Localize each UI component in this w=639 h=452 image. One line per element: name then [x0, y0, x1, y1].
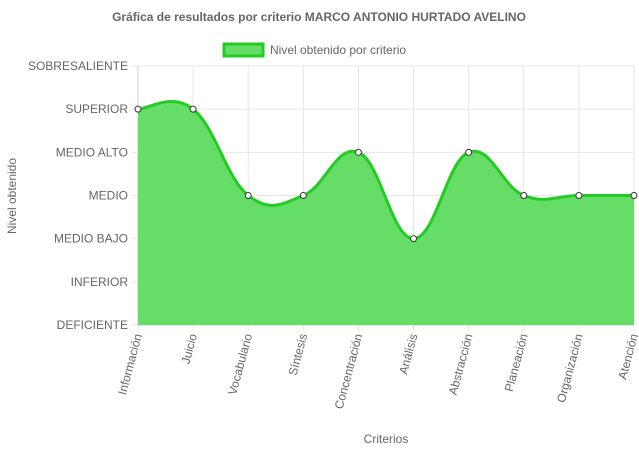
- series-area: [138, 101, 634, 326]
- x-tick-label: Síntesis: [286, 332, 311, 377]
- x-tick-label: Atención: [615, 332, 639, 381]
- x-tick-label: Planeación: [502, 332, 531, 393]
- data-point-1[interactable]: [189, 105, 197, 113]
- x-tick-label: Concentración: [332, 332, 366, 410]
- data-point-2[interactable]: [244, 192, 252, 199]
- x-tick-label: Organización: [554, 332, 586, 404]
- data-point-5[interactable]: [410, 235, 418, 243]
- y-tick-label: DEFICIENTE: [57, 318, 128, 332]
- x-tick-labels: Información Juicio Vocabulario Síntesis Conc…: [115, 332, 639, 411]
- data-point-6[interactable]: [465, 148, 473, 156]
- y-tick-labels: DEFICIENTE INFERIOR MEDIO BAJO MEDIO MEDIO A…: [28, 59, 128, 332]
- x-tick-label: Análisis: [396, 332, 420, 376]
- y-tick-label: MEDIO ALTO: [56, 145, 128, 159]
- x-tick-label: Vocabulario: [225, 332, 255, 397]
- data-point-9[interactable]: [630, 192, 638, 199]
- y-tick-label: SOBRESALIENTE: [28, 59, 128, 73]
- x-tick-label: Juicio: [179, 332, 201, 366]
- chart-title: Gráfica de resultados por criterio MARCO…: [112, 10, 526, 24]
- data-point-0[interactable]: [134, 105, 142, 113]
- data-point-3[interactable]: [299, 192, 307, 199]
- legend-swatch: [222, 42, 265, 58]
- data-point-4[interactable]: [354, 148, 362, 156]
- data-point-7[interactable]: [520, 192, 528, 199]
- data-point-8[interactable]: [575, 192, 583, 199]
- x-tick-label: Abstracción: [446, 332, 476, 396]
- points: [134, 105, 638, 243]
- y-tick-label: MEDIO: [89, 189, 128, 203]
- area-layer: [137, 99, 634, 326]
- y-axis-label: Nivel obtenido: [5, 158, 19, 234]
- x-axis-label: Criterios: [364, 432, 409, 446]
- series-line: [137, 99, 634, 241]
- x-tick-label: Información: [115, 332, 145, 396]
- legend-label: Nivel obtenido por criterio: [270, 43, 406, 57]
- legend[interactable]: Nivel obtenido por criterio: [222, 42, 406, 58]
- y-tick-label: SUPERIOR: [65, 102, 128, 116]
- y-tick-label: MEDIO BAJO: [54, 232, 128, 246]
- y-tick-label: INFERIOR: [71, 275, 129, 289]
